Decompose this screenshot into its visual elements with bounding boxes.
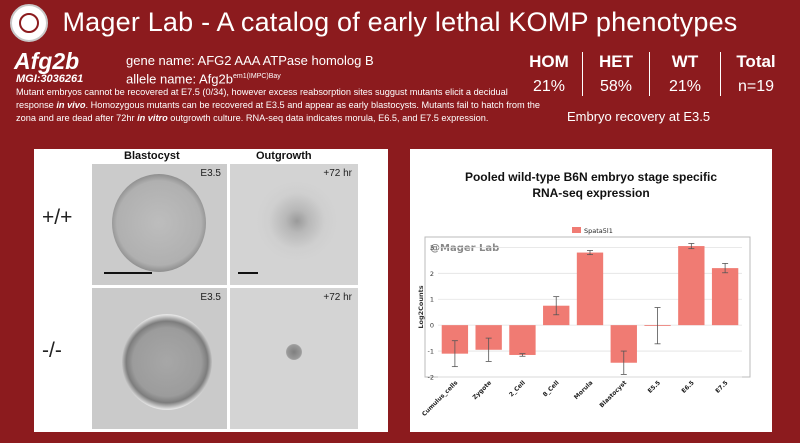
bar-e6-5 xyxy=(678,246,705,326)
mutant-blastocyst-image: E3.5 xyxy=(92,288,227,429)
university-seal-logo xyxy=(10,4,48,42)
embryo-image-panel: Blastocyst Outgrowth +/+ -/- E3.5 +72 hr… xyxy=(34,149,388,432)
description-emphasis: in vivo xyxy=(56,100,86,110)
rnaseq-chart-panel: Pooled wild-type B6N embryo stage specif… xyxy=(410,149,772,432)
allele-name-text: allele name: Afg2b xyxy=(126,71,233,87)
y-axis-label: Log2Counts xyxy=(417,285,425,328)
gene-info: gene name: AFG2 AAA ATPase homolog B all… xyxy=(126,53,374,87)
stat-label: HOM xyxy=(529,52,569,71)
allele-name: allele name: Afg2bem1(IMPC)Bay xyxy=(126,69,374,87)
row-label-wildtype: +/+ xyxy=(42,206,73,229)
outgrowth-cells xyxy=(254,182,340,260)
x-tick-label: Blastocyst xyxy=(598,379,628,409)
y-tick-label: 3 xyxy=(430,244,434,252)
bar-morula xyxy=(576,252,604,326)
genotype-stats: HOM 21% HET 58% WT 21% Total n=19 xyxy=(516,52,796,96)
x-tick-label: 2_Cell xyxy=(508,379,527,398)
mutant-outgrowth-image: +72 hr xyxy=(230,288,358,429)
y-tick-label: 1 xyxy=(430,296,434,304)
x-tick-label: E7.5 xyxy=(714,379,729,394)
description-emphasis: in vitro xyxy=(137,113,168,123)
stat-total: Total n=19 xyxy=(721,52,791,96)
x-tick-label: 8_Cell xyxy=(542,379,561,398)
column-label-outgrowth: Outgrowth xyxy=(256,150,312,162)
stage-tag: E3.5 xyxy=(200,292,221,303)
stat-het: HET 58% xyxy=(583,52,650,96)
y-tick-label: -1 xyxy=(428,348,434,356)
expression-bar-chart: Spata5l1 @Mager Lab -2 -1 0 1 2 3 Log2Counts Cumu… xyxy=(417,227,751,418)
y-tick-label: -2 xyxy=(428,374,434,382)
phenotype-description: Mutant embryos cannot be recovered at E7… xyxy=(16,86,546,125)
stage-tag: +72 hr xyxy=(323,292,352,303)
stage-tag: E3.5 xyxy=(200,168,221,179)
chart-title-line: RNA-seq expression xyxy=(532,186,650,200)
stat-value: n=19 xyxy=(737,78,775,95)
mgi-id: MGI:3036261 xyxy=(16,73,84,85)
stage-tag: +72 hr xyxy=(323,168,352,179)
description-text: . Homozygous mutants can be recovered at… xyxy=(16,100,540,123)
mutant-embryo xyxy=(122,314,212,410)
stat-wt: WT 21% xyxy=(650,52,721,96)
stat-value: 21% xyxy=(532,78,566,95)
wt-blastocyst-image: E3.5 xyxy=(92,164,227,285)
row-label-mutant: -/- xyxy=(42,339,62,362)
x-tick-label: Morula xyxy=(573,379,595,401)
bar-2-cell xyxy=(509,325,536,355)
allele-superscript: em1(IMPC)Bay xyxy=(232,73,281,80)
scale-bar xyxy=(238,272,258,274)
column-label-blastocyst: Blastocyst xyxy=(124,150,180,162)
stat-label: HET xyxy=(599,52,633,71)
x-tick-label: E5.5 xyxy=(647,379,662,394)
stat-label: WT xyxy=(671,52,699,71)
chart-title-line: Pooled wild-type B6N embryo stage specif… xyxy=(464,170,718,184)
page-title: Mager Lab - A catalog of early lethal KO… xyxy=(62,7,738,37)
y-tick-label: 2 xyxy=(430,270,434,278)
scale-bar xyxy=(104,272,152,274)
stat-value: 58% xyxy=(599,78,633,95)
description-text: outgrowth culture. RNA-seq data indicate… xyxy=(167,113,489,123)
gene-name: gene name: AFG2 AAA ATPase homolog B xyxy=(126,53,374,68)
gene-symbol: Afg2b xyxy=(14,48,80,74)
description-text: Mutant embryos cannot be recovered at E7… xyxy=(16,87,508,110)
bar-e7-5 xyxy=(711,268,739,326)
x-tick-label: Cumulus_cells xyxy=(421,379,460,418)
wt-outgrowth-image: +72 hr xyxy=(230,164,358,285)
recovery-label: Embryo recovery at E3.5 xyxy=(567,109,711,124)
x-tick-label: E6.5 xyxy=(680,379,695,394)
legend-label: Spata5l1 xyxy=(584,227,613,235)
blastocyst-embryo xyxy=(112,174,206,272)
legend-swatch xyxy=(572,227,581,233)
dead-embryo xyxy=(286,344,302,360)
stat-hom: HOM 21% xyxy=(516,52,583,96)
bar-8-cell xyxy=(543,305,570,326)
chart-title: Pooled wild-type B6N embryo stage specif… xyxy=(410,169,772,201)
stat-label: Total xyxy=(736,52,776,71)
x-tick-label: Zygote xyxy=(471,379,493,401)
stat-value: 21% xyxy=(668,78,702,95)
chart-watermark: @Mager Lab xyxy=(430,243,499,254)
y-tick-label: 0 xyxy=(430,322,434,330)
